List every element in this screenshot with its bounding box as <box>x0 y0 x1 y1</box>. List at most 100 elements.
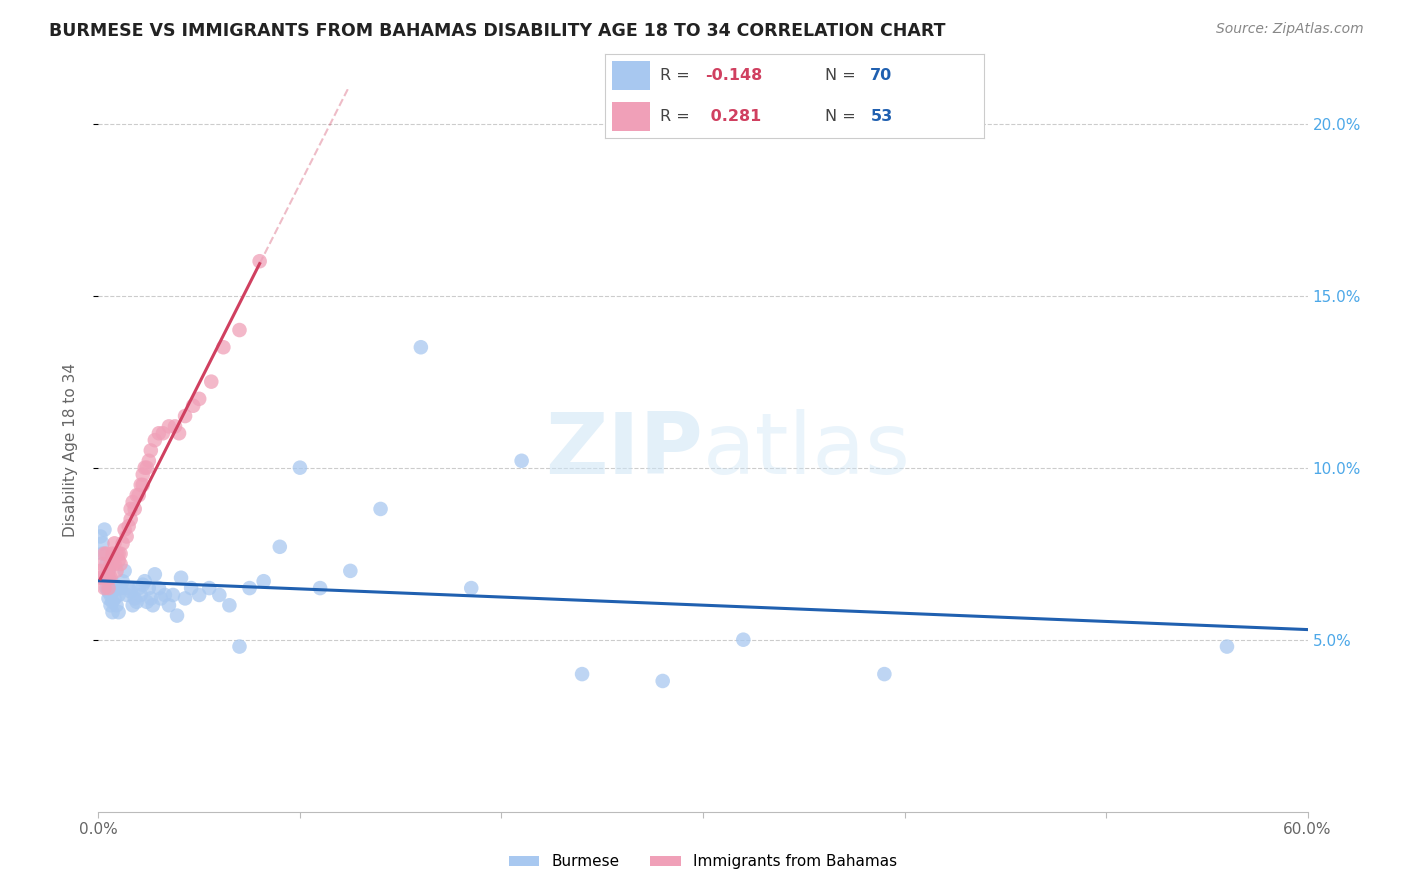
Point <box>103 557 125 571</box>
Point <box>128 488 150 502</box>
Point <box>129 478 152 492</box>
Point <box>142 599 165 613</box>
Point <box>153 588 176 602</box>
Point <box>107 605 129 619</box>
Point <box>143 433 166 447</box>
Text: -0.148: -0.148 <box>706 68 762 83</box>
Point <box>208 588 231 602</box>
Point <box>174 409 197 423</box>
Point <box>91 547 114 561</box>
Point <box>96 547 118 561</box>
Point <box>110 547 132 561</box>
Point <box>253 574 276 589</box>
Point <box>89 529 111 543</box>
Point <box>1216 640 1239 654</box>
Legend: Burmese, Immigrants from Bahamas: Burmese, Immigrants from Bahamas <box>503 848 903 875</box>
Point <box>89 564 111 578</box>
Point <box>152 426 174 441</box>
Point <box>111 536 134 550</box>
Point <box>120 584 142 599</box>
Point <box>97 591 120 606</box>
Text: Source: ZipAtlas.com: Source: ZipAtlas.com <box>1216 22 1364 37</box>
Text: N =: N = <box>825 109 860 124</box>
Point <box>100 557 122 571</box>
Point <box>97 564 120 578</box>
Point <box>170 571 193 585</box>
Point <box>218 599 240 613</box>
Point <box>115 529 138 543</box>
Point <box>97 571 120 585</box>
Point <box>105 564 128 578</box>
Point <box>212 340 235 354</box>
Point <box>733 632 755 647</box>
Point <box>139 591 162 606</box>
Point <box>249 254 271 268</box>
Point <box>97 571 120 585</box>
Point <box>91 571 114 585</box>
Point <box>91 536 114 550</box>
Point <box>105 581 128 595</box>
Point <box>118 581 141 595</box>
Point <box>134 574 156 589</box>
Point <box>162 588 184 602</box>
Point <box>110 581 132 595</box>
Point <box>103 536 125 550</box>
Point <box>100 571 122 585</box>
Point <box>873 667 896 681</box>
Text: 0.281: 0.281 <box>706 109 762 124</box>
Point <box>101 547 124 561</box>
Point <box>107 547 129 561</box>
Point <box>148 581 170 595</box>
Point <box>105 547 128 561</box>
Point <box>96 557 118 571</box>
Point <box>288 460 311 475</box>
Point <box>228 640 250 654</box>
Text: N =: N = <box>825 68 860 83</box>
Text: 70: 70 <box>870 68 893 83</box>
Point <box>370 502 392 516</box>
Point <box>460 581 482 595</box>
Point <box>93 581 115 595</box>
Point <box>148 426 170 441</box>
Point <box>134 460 156 475</box>
Point <box>93 523 115 537</box>
Point <box>157 599 180 613</box>
Point <box>138 454 160 468</box>
Point <box>135 460 157 475</box>
Point <box>409 340 432 354</box>
Point <box>339 564 361 578</box>
Point <box>96 581 118 595</box>
Point <box>103 591 125 606</box>
Point <box>115 588 138 602</box>
Point <box>107 588 129 602</box>
Point <box>188 588 211 602</box>
Point <box>101 553 124 567</box>
FancyBboxPatch shape <box>612 62 650 90</box>
Point <box>96 571 118 585</box>
Text: atlas: atlas <box>703 409 911 492</box>
Point <box>228 323 250 337</box>
Point <box>111 574 134 589</box>
Point <box>101 605 124 619</box>
Point <box>101 595 124 609</box>
Point <box>93 571 115 585</box>
Point <box>93 547 115 561</box>
Point <box>101 584 124 599</box>
Point <box>114 564 136 578</box>
Point <box>100 599 122 613</box>
Point <box>132 478 155 492</box>
Point <box>239 581 262 595</box>
Point <box>198 581 221 595</box>
Point <box>510 454 533 468</box>
Point <box>571 667 593 681</box>
Point <box>114 523 136 537</box>
Text: ZIP: ZIP <box>546 409 703 492</box>
Point <box>181 399 204 413</box>
Point <box>124 591 146 606</box>
Point <box>120 502 142 516</box>
Y-axis label: Disability Age 18 to 34: Disability Age 18 to 34 <box>63 363 77 538</box>
Point <box>105 599 128 613</box>
Point <box>103 577 125 591</box>
Point <box>149 591 172 606</box>
Point <box>138 581 160 595</box>
